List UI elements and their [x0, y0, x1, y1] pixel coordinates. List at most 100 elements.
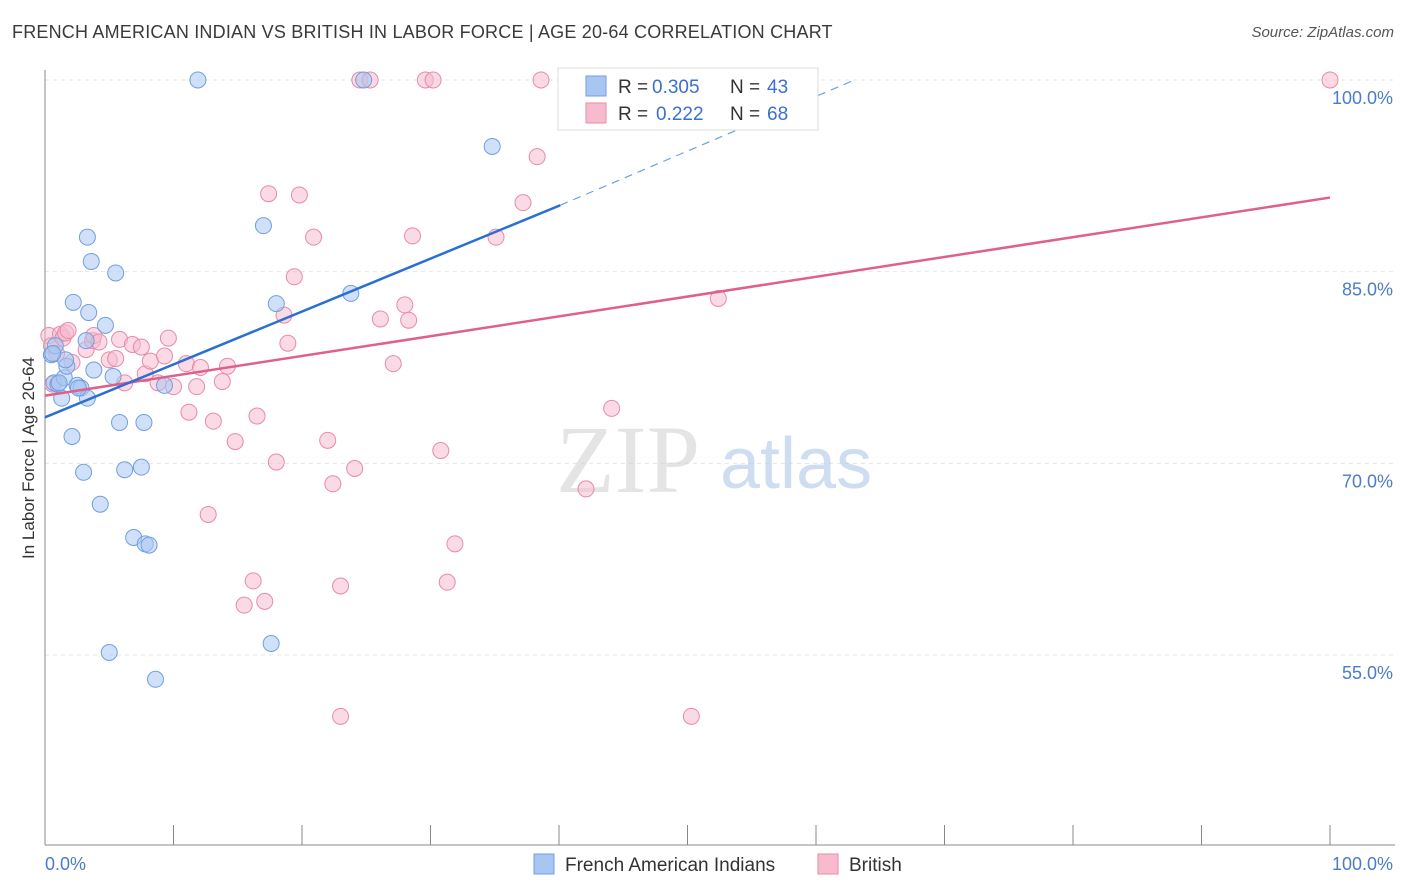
legend-swatch-blue — [585, 75, 607, 97]
british-point-20 — [141, 352, 159, 370]
british-point-45 — [319, 431, 337, 449]
british-point-65 — [532, 71, 550, 89]
british-point-44 — [305, 228, 323, 246]
legend-n-label-2: N = — [730, 104, 760, 125]
watermark-atlas: atlas — [720, 424, 872, 504]
french-point-22 — [104, 367, 122, 385]
french-point-23 — [107, 264, 125, 282]
french-point-19 — [91, 495, 109, 513]
legend-r-label-2: R = — [618, 104, 648, 125]
french-point-41 — [50, 374, 68, 392]
chart-title: FRENCH AMERICAN INDIAN VS BRITISH IN LAB… — [12, 22, 833, 42]
british-point-69 — [709, 290, 727, 307]
y-axis-label: In Labor Force | Age 20-64 — [19, 357, 38, 559]
watermark: ZIP atlas — [556, 406, 872, 513]
y-tick-labels: 100.0% 85.0% 70.0% 55.0% — [1332, 88, 1393, 683]
british-point-29 — [199, 505, 217, 523]
axes — [44, 70, 1395, 846]
french-point-34 — [254, 217, 272, 235]
gridlines — [45, 79, 1395, 656]
french-point-30 — [140, 536, 158, 554]
french-point-32 — [156, 376, 174, 394]
french-point-21 — [100, 643, 118, 661]
french-point-16 — [80, 304, 98, 322]
french-point-20 — [96, 316, 114, 334]
legend-n-value-2: 68 — [767, 104, 788, 125]
british-point-55 — [400, 311, 418, 329]
british-trendline — [44, 196, 1331, 397]
british-point-38 — [260, 185, 278, 203]
british-point-46 — [324, 475, 342, 493]
legend-series-label-french: French American Indians — [565, 855, 775, 876]
british-point-58 — [424, 71, 442, 89]
french-point-33 — [189, 71, 207, 89]
french-point-25 — [116, 461, 134, 479]
british-point-22 — [156, 347, 174, 365]
british-point-66 — [577, 480, 595, 498]
y-tick-label-1: 85.0% — [1342, 280, 1393, 300]
y-tick-label-2: 70.0% — [1342, 471, 1393, 491]
british-point-64 — [528, 148, 546, 166]
french-point-42 — [69, 379, 87, 397]
french-point-17 — [82, 252, 100, 270]
british-point-47 — [332, 707, 350, 725]
french-american-indian-points — [42, 71, 501, 688]
british-points — [40, 71, 1339, 725]
legend-r-value-1: 0.305 — [652, 77, 700, 98]
legend-series: French American Indians British — [533, 853, 902, 876]
french-point-27 — [132, 458, 150, 476]
british-point-59 — [432, 442, 450, 460]
british-point-31 — [213, 373, 231, 391]
british-point-53 — [384, 355, 402, 373]
french-point-35 — [262, 635, 280, 652]
french-point-28 — [135, 413, 153, 431]
legend-series-swatch-british — [817, 853, 839, 875]
french-point-18 — [85, 361, 103, 379]
french-point-31 — [147, 670, 165, 688]
french-point-38 — [355, 71, 373, 89]
legend-r-label-1: R = — [618, 77, 648, 98]
british-point-27 — [188, 378, 206, 396]
british-point-7 — [59, 321, 77, 339]
legend-swatch-pink — [585, 102, 607, 124]
french-point-13 — [77, 332, 95, 350]
british-point-33 — [226, 433, 244, 451]
british-point-60 — [438, 573, 456, 591]
british-point-70 — [1321, 71, 1339, 89]
french-point-24 — [111, 413, 129, 431]
british-point-39 — [267, 453, 285, 471]
trendlines — [44, 79, 1331, 419]
x-tick-labels: 0.0% 100.0% — [45, 854, 1393, 874]
british-point-54 — [396, 296, 414, 314]
legend-stats: R = 0.305 N = 43 R = 0.222 N = 68 — [557, 67, 819, 131]
french-point-15 — [78, 228, 96, 246]
british-point-23 — [159, 329, 177, 347]
british-point-35 — [244, 572, 262, 590]
british-point-52 — [371, 310, 389, 328]
british-point-56 — [404, 227, 422, 245]
british-point-37 — [256, 592, 274, 610]
x-tick-label-1: 100.0% — [1332, 854, 1393, 874]
british-point-67 — [603, 399, 621, 417]
french-point-36 — [267, 295, 285, 313]
british-point-43 — [290, 186, 308, 204]
british-point-26 — [180, 403, 198, 421]
french-trendline — [44, 204, 561, 419]
french-point-39 — [483, 137, 501, 155]
british-point-61 — [446, 535, 464, 553]
french-point-8 — [63, 428, 81, 445]
british-point-48 — [332, 577, 350, 595]
british-point-36 — [248, 407, 266, 425]
legend-n-label-1: N = — [730, 77, 760, 98]
british-point-34 — [235, 596, 253, 614]
french-point-12 — [75, 463, 93, 481]
french-point-9 — [64, 293, 82, 311]
legend-r-value-2: 0.222 — [656, 104, 704, 125]
british-point-30 — [204, 412, 222, 430]
british-point-42 — [285, 268, 303, 286]
x-tick-label-0: 0.0% — [45, 854, 86, 874]
british-point-68 — [682, 707, 700, 725]
source-label: Source: ZipAtlas.com — [1251, 24, 1394, 41]
british-point-41 — [279, 334, 297, 352]
